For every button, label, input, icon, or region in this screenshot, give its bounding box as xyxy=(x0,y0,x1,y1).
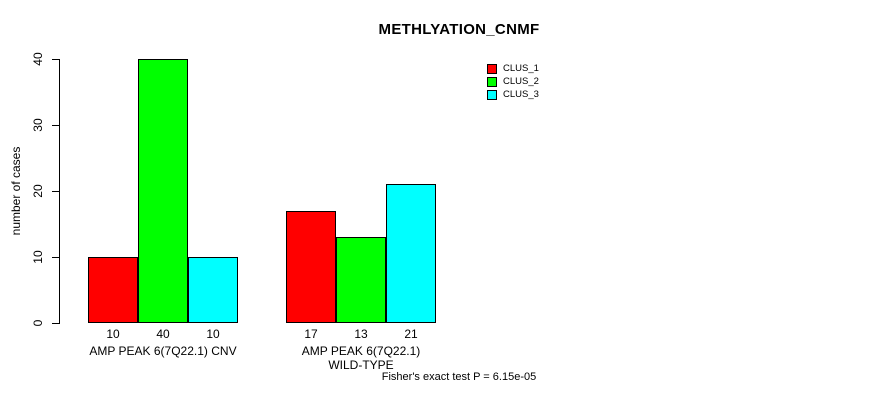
bar-value-label: 21 xyxy=(404,327,418,341)
category-label-cnv: AMP PEAK 6(7Q22.1) CNV xyxy=(89,344,237,358)
y-tick-mark xyxy=(52,125,59,126)
bar-clus_2-group1 xyxy=(336,237,386,323)
y-tick-label: 20 xyxy=(31,184,45,198)
bar-value-label: 40 xyxy=(156,327,170,341)
y-tick-label: 40 xyxy=(31,52,45,66)
legend-label: CLUS_2 xyxy=(503,76,539,87)
y-axis-label: number of cases xyxy=(9,146,23,236)
bar-clus_2-group0 xyxy=(138,59,188,323)
category-label-wild-type: AMP PEAK 6(7Q22.1) WILD-TYPE xyxy=(301,344,421,372)
legend-label: CLUS_3 xyxy=(503,89,539,100)
legend-label: CLUS_1 xyxy=(503,63,539,74)
y-tick-mark xyxy=(52,257,59,258)
y-tick-label: 30 xyxy=(31,118,45,132)
fisher-exact-test-annotation: Fisher's exact test P = 6.15e-05 xyxy=(381,371,537,383)
chart-title: METHLYATION_CNMF xyxy=(378,21,540,38)
bar-value-label: 10 xyxy=(106,327,120,341)
y-tick-mark xyxy=(52,323,59,324)
y-tick-label: 0 xyxy=(31,319,45,327)
legend: CLUS_1 CLUS_2 CLUS_3 xyxy=(487,62,539,101)
y-tick-mark xyxy=(52,59,59,60)
legend-item-clus-2: CLUS_2 xyxy=(487,75,539,88)
y-tick-label: 10 xyxy=(31,250,45,264)
clus-3-swatch-icon xyxy=(487,89,497,100)
legend-item-clus-1: CLUS_1 xyxy=(487,62,539,75)
bar-clus_1-group1 xyxy=(286,211,336,323)
clus-2-swatch-icon xyxy=(487,76,497,87)
bar-value-label: 10 xyxy=(206,327,220,341)
clus-1-swatch-icon xyxy=(487,63,497,74)
bar-clus_1-group0 xyxy=(88,257,138,323)
bar-value-label: 13 xyxy=(354,327,368,341)
bar-clus_3-group1 xyxy=(386,184,436,323)
bar-value-label: 17 xyxy=(304,327,318,341)
y-axis-line xyxy=(59,59,60,324)
bar-clus_3-group0 xyxy=(188,257,238,323)
legend-item-clus-3: CLUS_3 xyxy=(487,88,539,101)
y-tick-mark xyxy=(52,191,59,192)
